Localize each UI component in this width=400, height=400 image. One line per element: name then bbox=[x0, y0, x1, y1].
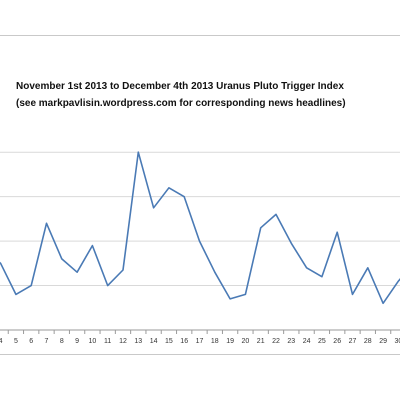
x-ticks: 4 5 6 7 8 9 10 11 12 13 14 15 16 17 18 19 20 21 22 23 24 25 26… bbox=[0, 330, 400, 345]
x-tick-label: 8 bbox=[60, 338, 64, 345]
x-tick-label: 22 bbox=[272, 338, 280, 345]
x-tick-label: 18 bbox=[211, 338, 219, 345]
x-tick-label: 20 bbox=[242, 338, 250, 345]
x-tick-label: 19 bbox=[226, 338, 234, 345]
x-tick-label: 27 bbox=[349, 338, 357, 345]
gridlines bbox=[0, 151, 400, 287]
x-tick-label: 21 bbox=[257, 338, 265, 345]
x-tick-label: 16 bbox=[180, 338, 188, 345]
x-tick-label: 10 bbox=[89, 338, 97, 345]
x-tick-label: 28 bbox=[364, 338, 372, 345]
x-tick-label: 9 bbox=[75, 338, 79, 345]
x-tick-label: 6 bbox=[29, 338, 33, 345]
series-line bbox=[0, 151, 400, 305]
x-tick-label: 14 bbox=[150, 338, 158, 345]
x-tick-label: 5 bbox=[14, 338, 18, 345]
x-tick-label: 23 bbox=[287, 338, 295, 345]
x-tick-label: 11 bbox=[104, 338, 111, 345]
chart-subtitle: (see markpavlisin.wordpress.com for corr… bbox=[16, 98, 346, 109]
x-tick-label: 13 bbox=[134, 338, 142, 345]
x-tick-label: 24 bbox=[303, 338, 311, 345]
x-tick-label: 17 bbox=[196, 338, 204, 345]
x-tick-label: 30 bbox=[395, 338, 400, 345]
x-tick-label: 7 bbox=[45, 338, 49, 345]
x-tick-label: 29 bbox=[379, 338, 387, 345]
x-tick-label: 12 bbox=[119, 338, 127, 345]
x-tick-label: 25 bbox=[318, 338, 326, 345]
chart-title: November 1st 2013 to December 4th 2013 U… bbox=[16, 81, 344, 92]
x-tick-label: 4 bbox=[0, 338, 3, 345]
chart-frame bbox=[0, 35, 400, 355]
x-tick-label: 26 bbox=[333, 338, 341, 345]
x-tick-label: 15 bbox=[165, 338, 173, 345]
